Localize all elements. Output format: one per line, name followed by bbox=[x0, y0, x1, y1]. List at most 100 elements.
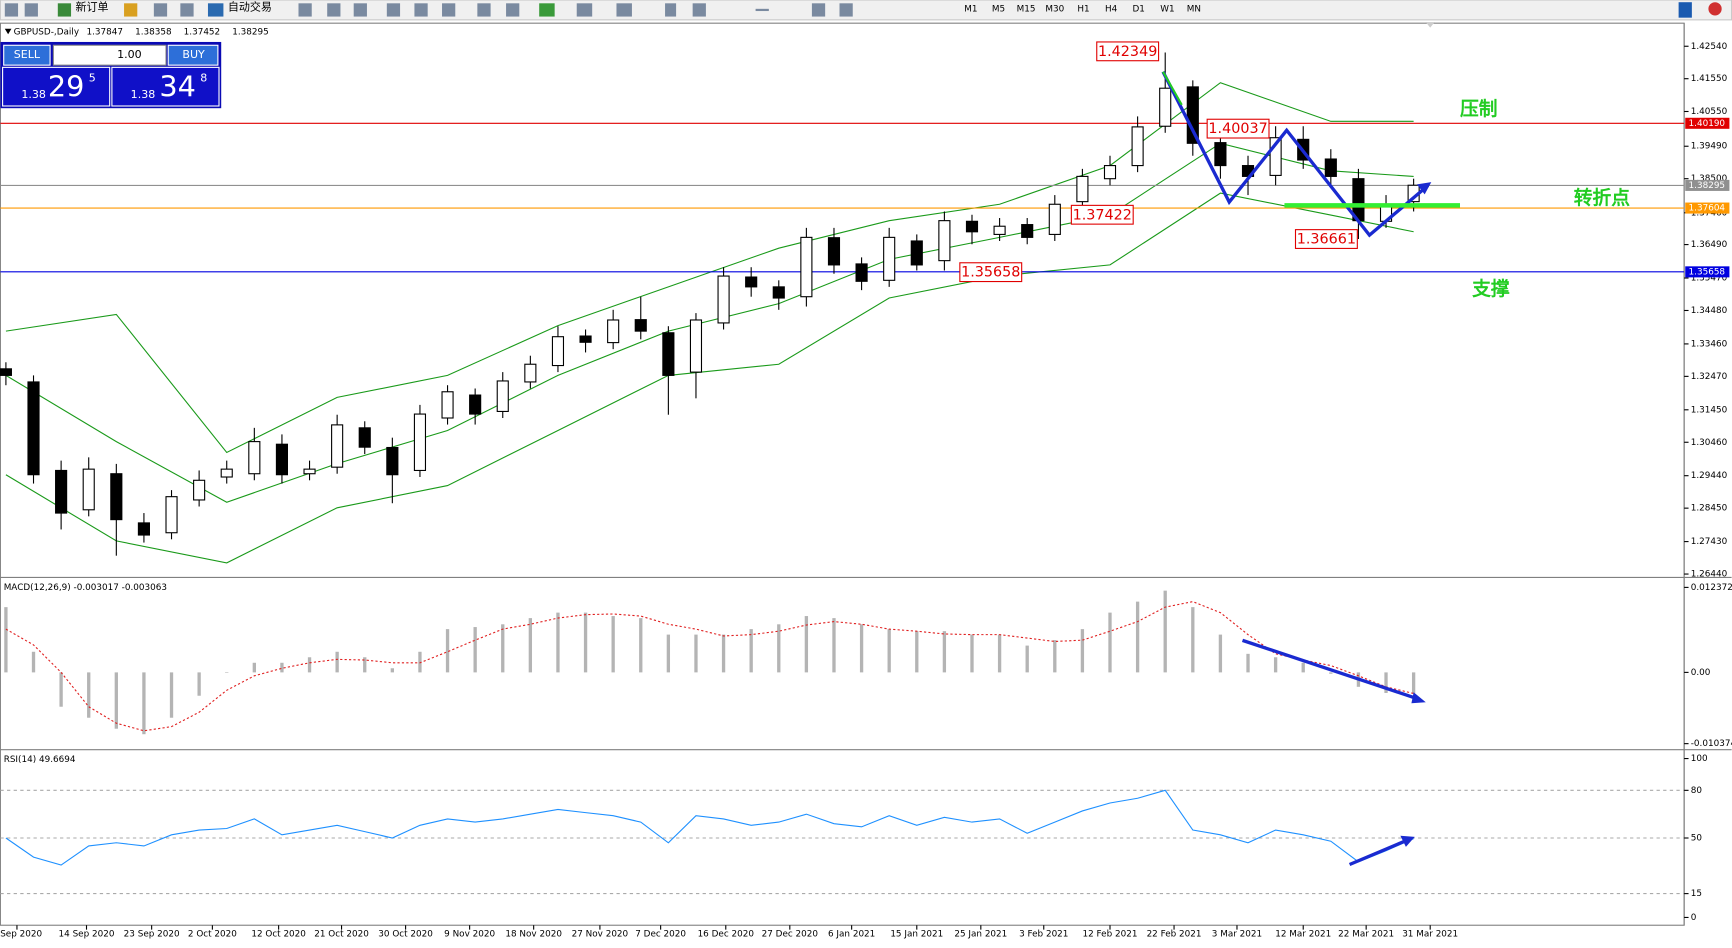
price-small: 1.38 bbox=[21, 88, 46, 101]
y-tick-label: 100 bbox=[1691, 754, 1708, 764]
candle-body bbox=[193, 479, 206, 501]
macd-bar bbox=[31, 651, 36, 673]
price-annotation: 1.40037 bbox=[1208, 121, 1267, 137]
icon[interactable] bbox=[153, 3, 168, 17]
icon[interactable] bbox=[692, 3, 706, 17]
x-tick-label: 15 Jan 2021 bbox=[890, 930, 943, 940]
candle-body bbox=[220, 468, 233, 478]
candle-body bbox=[496, 380, 509, 412]
candle bbox=[137, 513, 150, 543]
x-tick-label: 30 Oct 2020 bbox=[378, 930, 433, 940]
icon[interactable] bbox=[353, 3, 367, 17]
arrow-head bbox=[1400, 835, 1415, 847]
plot-layer bbox=[0, 52, 1685, 895]
buy-label[interactable]: BUY bbox=[182, 48, 205, 61]
icon[interactable] bbox=[1678, 2, 1692, 18]
macd-bar bbox=[556, 612, 560, 673]
sell-button[interactable] bbox=[3, 44, 51, 66]
icon[interactable] bbox=[442, 3, 456, 17]
collapse-arrow[interactable] bbox=[4, 28, 12, 35]
candle-body bbox=[607, 319, 620, 344]
sell-label[interactable]: SELL bbox=[14, 48, 41, 61]
icon[interactable] bbox=[477, 3, 491, 17]
candle bbox=[855, 257, 868, 291]
y-tick-label: 1.27430 bbox=[1691, 537, 1728, 547]
macd-bar bbox=[942, 631, 947, 673]
candle-body bbox=[965, 220, 979, 233]
icon[interactable] bbox=[327, 3, 341, 17]
icon[interactable] bbox=[506, 3, 520, 17]
candle bbox=[1269, 126, 1282, 186]
timeframe-button[interactable]: W1 bbox=[1160, 4, 1174, 14]
timeframe-button[interactable]: D1 bbox=[1133, 4, 1145, 14]
price-sup: 5 bbox=[89, 71, 96, 84]
candle bbox=[883, 227, 896, 287]
icon[interactable] bbox=[124, 3, 138, 17]
candle bbox=[110, 463, 123, 556]
macd-trend bbox=[1241, 638, 1419, 701]
icon[interactable] bbox=[811, 3, 826, 17]
candle-body bbox=[137, 522, 150, 536]
candle bbox=[1214, 132, 1227, 179]
candle bbox=[27, 375, 40, 484]
drawings bbox=[1161, 22, 1461, 867]
macd-bar bbox=[1218, 634, 1223, 673]
price-annotation: 1.37422 bbox=[1073, 207, 1132, 223]
buy-price-box[interactable] bbox=[111, 66, 220, 107]
macd-bar bbox=[4, 607, 8, 673]
chart-label: 支撑 bbox=[1472, 277, 1510, 300]
price-big: 34 bbox=[159, 69, 196, 103]
macd-bar bbox=[970, 634, 974, 673]
candle-body bbox=[745, 276, 758, 288]
new-order-button[interactable]: 新订单 bbox=[75, 0, 108, 14]
icon[interactable] bbox=[24, 3, 38, 17]
lot-input[interactable] bbox=[52, 44, 167, 66]
icon[interactable] bbox=[4, 3, 19, 17]
timeframe-button[interactable]: M1 bbox=[964, 4, 977, 14]
lot-value[interactable]: 1.00 bbox=[117, 48, 142, 61]
macd-bar bbox=[1384, 672, 1388, 693]
icon[interactable] bbox=[755, 8, 769, 12]
icon[interactable] bbox=[386, 3, 401, 17]
macd-bar bbox=[1301, 662, 1305, 673]
macd-bar bbox=[777, 624, 781, 673]
candle-body bbox=[1048, 203, 1061, 235]
price-tag bbox=[1685, 117, 1730, 129]
macd-bar bbox=[142, 672, 146, 735]
candle-body bbox=[358, 427, 371, 448]
candle bbox=[745, 267, 758, 297]
icon-auto-trading[interactable] bbox=[207, 3, 224, 17]
price-annotation: 1.36661 bbox=[1297, 232, 1356, 248]
timeframe-button[interactable]: H4 bbox=[1105, 4, 1118, 14]
icon[interactable] bbox=[414, 3, 428, 17]
timeframe-button[interactable]: M15 bbox=[1017, 4, 1036, 14]
y-tick-label: 15 bbox=[1691, 889, 1702, 899]
auto-trading-button[interactable]: 自动交易 bbox=[228, 0, 272, 14]
candle-body bbox=[1159, 87, 1172, 127]
icon[interactable] bbox=[576, 3, 593, 17]
timeframe-button[interactable]: M30 bbox=[1045, 4, 1064, 14]
timeframe-button[interactable]: H1 bbox=[1077, 4, 1089, 14]
macd-bar bbox=[639, 618, 643, 673]
icon[interactable] bbox=[539, 3, 555, 17]
icon[interactable] bbox=[298, 3, 312, 17]
x-tick-label: 3 Feb 2021 bbox=[1019, 930, 1068, 940]
buy-button[interactable] bbox=[167, 44, 219, 66]
icon-alerts[interactable] bbox=[1708, 2, 1722, 16]
x-tick-label: 6 Jan 2021 bbox=[828, 930, 875, 940]
sell-price-box[interactable] bbox=[2, 66, 111, 107]
candle bbox=[413, 404, 427, 478]
icon[interactable] bbox=[180, 3, 194, 17]
macd-bar bbox=[225, 672, 229, 673]
timeframe-button[interactable]: MN bbox=[1187, 4, 1201, 14]
macd-bar bbox=[59, 672, 63, 707]
macd-bar bbox=[1246, 653, 1250, 673]
icon[interactable] bbox=[665, 3, 677, 17]
y-tick-label: 1.26440 bbox=[1691, 570, 1728, 580]
macd-bar bbox=[418, 651, 422, 673]
timeframe-button[interactable]: M5 bbox=[992, 4, 1005, 14]
chart-info: GBPUSD-,Daily 1.37847 1.38358 1.37452 1.382… bbox=[14, 28, 269, 38]
icon[interactable] bbox=[616, 3, 632, 17]
icon-new-order[interactable] bbox=[57, 3, 72, 17]
icon[interactable] bbox=[839, 3, 853, 17]
